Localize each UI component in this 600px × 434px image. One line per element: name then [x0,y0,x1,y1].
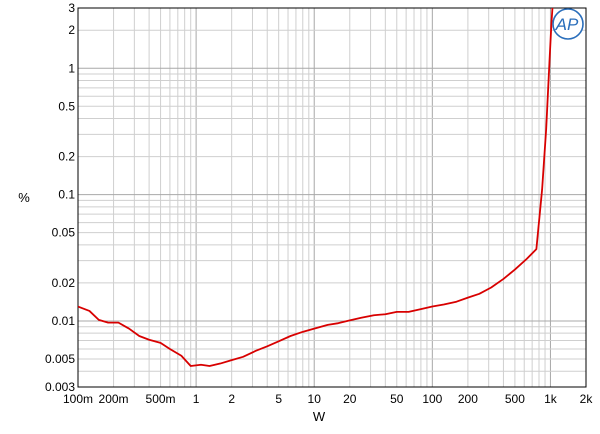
y-tick-label: 3 [68,1,75,15]
y-tick-label: 0.01 [52,314,76,328]
grid [77,7,587,388]
series-line [78,8,554,367]
y-tick-label: 0.2 [58,150,75,164]
y-tick-label: 0.05 [52,226,76,240]
x-tick-label: 500m [146,392,176,406]
series-layer [78,8,554,367]
x-tick-label: 100m [63,392,93,406]
x-tick-label: 10 [308,392,322,406]
y-tick-label: 0.02 [52,276,76,290]
x-tick-label: 20 [343,392,357,406]
x-tick-label: 1 [193,392,200,406]
ap-logo-text: AP [555,15,579,34]
y-tick-label: 2 [68,23,75,37]
x-tick-label: 500 [505,392,525,406]
x-tick-label: 100 [422,392,442,406]
y-tick-label: 0.1 [58,188,75,202]
x-tick-label: 50 [390,392,404,406]
x-axis-label: W [313,409,326,424]
x-tick-label: 200m [99,392,129,406]
x-tick-label: 5 [275,392,282,406]
x-tick-label: 200 [458,392,478,406]
x-tick-label: 2 [228,392,235,406]
y-tick-label: 0.003 [45,380,75,394]
y-tick-labels: 0.003 0.005 0.01 0.02 0.05 0.1 0.2 0.5 1 2 3 [45,1,75,394]
y-tick-label: 0.5 [58,99,75,113]
y-tick-label: 1 [68,61,75,75]
x-tick-label: 1k [544,392,558,406]
ap-logo: AP [552,8,584,40]
x-tick-label: 2k [580,392,594,406]
plot-frame [77,7,587,388]
y-tick-label: 0.005 [45,352,75,366]
x-tick-labels: 100m 200m 500m 1 2 5 10 20 50 100 200 500 1k 2k [63,392,593,406]
y-axis-label: % [18,190,30,205]
